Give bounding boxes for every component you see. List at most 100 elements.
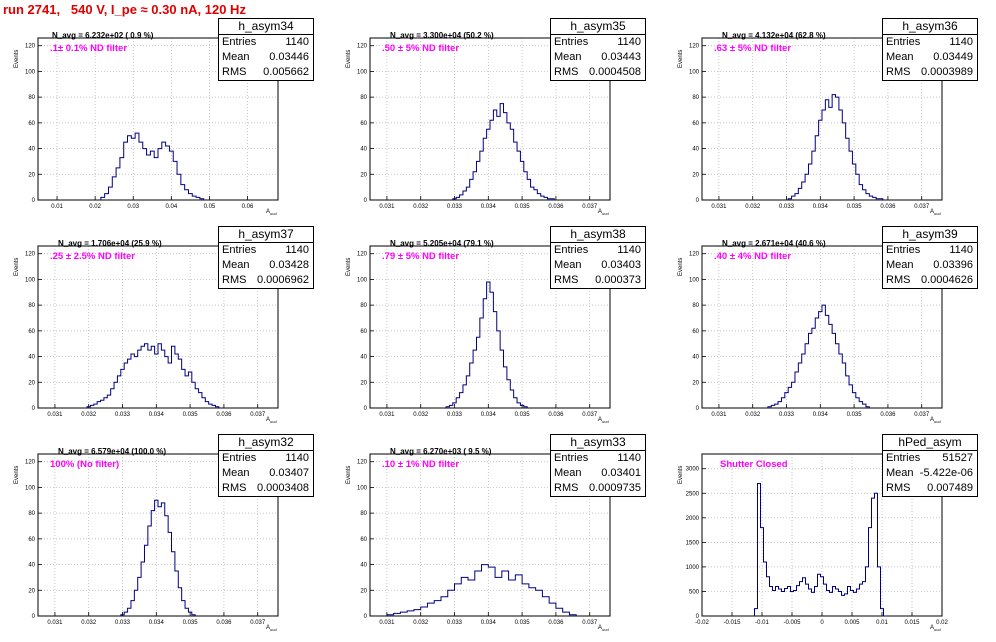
x-axis-label-text: A bbox=[930, 417, 935, 423]
histogram-bin bbox=[758, 483, 761, 616]
histogram-bin bbox=[480, 151, 483, 200]
y-tick-label: 2500 bbox=[686, 491, 700, 497]
y-tick-label: 0 bbox=[696, 198, 700, 204]
histogram-bin bbox=[818, 574, 821, 616]
x-tick-label: 0.036 bbox=[216, 620, 232, 626]
histogram-bin bbox=[151, 511, 154, 616]
y-tick-label: 100 bbox=[25, 277, 36, 283]
histogram-bin bbox=[473, 172, 476, 200]
histogram-bin bbox=[150, 151, 154, 200]
histogram-bin bbox=[141, 346, 144, 408]
stats-box: h_asym39 Entries 1140 Mean 0.03396 RMS 0.00046… bbox=[882, 226, 978, 289]
histogram-name: h_asym38 bbox=[551, 227, 645, 243]
stats-row-rms: RMS 0.0009735 bbox=[551, 481, 645, 496]
stats-box: h_asym34 Entries 1140 Mean 0.03446 RMS 0.00566… bbox=[218, 18, 314, 81]
histogram-bin bbox=[131, 138, 135, 200]
stats-key: Mean bbox=[554, 467, 582, 479]
histogram-bin bbox=[168, 532, 171, 616]
histogram-bin bbox=[788, 199, 791, 200]
histogram-series bbox=[100, 132, 205, 200]
histogram-bin bbox=[764, 562, 767, 616]
histogram-bin bbox=[108, 187, 112, 200]
x-tick-label: 0.033 bbox=[447, 620, 463, 626]
histogram-bin bbox=[824, 584, 827, 616]
histogram-bin bbox=[509, 580, 516, 616]
histogram-bin bbox=[155, 354, 158, 408]
x-tick-label: 0.01 bbox=[51, 204, 63, 210]
stats-key: Mean bbox=[886, 51, 914, 63]
histogram-pad-h_asym35: 0.031 0.032 0.033 0.034 0.035 0.036 0.037 0 20 40… bbox=[332, 18, 664, 226]
histogram-bin bbox=[854, 592, 857, 616]
histogram-bin bbox=[456, 398, 459, 408]
y-tick-label: 100 bbox=[25, 485, 36, 491]
histogram-bin bbox=[832, 95, 835, 200]
stats-key: Entries bbox=[886, 452, 921, 464]
stats-value: 1140 bbox=[285, 36, 309, 48]
y-tick-label: 60 bbox=[360, 121, 367, 127]
stats-key: RMS bbox=[886, 66, 911, 78]
histogram-bin bbox=[863, 404, 866, 408]
plot-frame bbox=[369, 245, 611, 409]
histogram-bin bbox=[460, 195, 463, 200]
filter-label: .10 ± 1% ND filter bbox=[382, 459, 460, 470]
stats-value: 0.0003408 bbox=[257, 482, 309, 494]
x-tick-label: 0.035 bbox=[183, 412, 199, 418]
histogram-name: h_asym39 bbox=[883, 227, 977, 243]
y-tick-label: 80 bbox=[28, 95, 35, 101]
x-tick-label: 0.033 bbox=[115, 620, 131, 626]
x-axis-label-sub: uud bbox=[270, 419, 277, 425]
histogram-bin bbox=[456, 197, 459, 200]
stats-key: RMS bbox=[554, 66, 579, 78]
histogram-bin bbox=[124, 612, 127, 616]
stats-box: h_asym33 Entries 1140 Mean 0.03401 RMS 0.00097… bbox=[550, 434, 646, 497]
plot-frame bbox=[369, 37, 611, 201]
histogram-bin bbox=[836, 97, 839, 200]
histogram-bin bbox=[755, 609, 758, 616]
x-tick-label: 0.02 bbox=[89, 204, 101, 210]
y-tick-label: 60 bbox=[692, 121, 699, 127]
histogram-bin bbox=[805, 344, 808, 408]
x-axis-label-text: A bbox=[930, 209, 935, 215]
plot-frame bbox=[37, 37, 279, 201]
histogram-bin bbox=[131, 601, 134, 616]
histogram-bin bbox=[387, 615, 394, 616]
stats-key: Entries bbox=[554, 452, 589, 464]
histogram-pad-h_asym36: 0.031 0.032 0.033 0.034 0.035 0.036 0.037 0 20 40… bbox=[664, 18, 996, 226]
stats-key: Mean bbox=[222, 467, 250, 479]
histogram-bin bbox=[120, 158, 124, 200]
plot-frame bbox=[37, 453, 279, 617]
y-tick-label: 40 bbox=[692, 355, 699, 361]
y-tick-label: 20 bbox=[692, 172, 699, 178]
histogram-series bbox=[86, 343, 220, 408]
histogram-bin bbox=[515, 575, 522, 616]
histogram-bin bbox=[139, 142, 143, 200]
histogram-bin bbox=[215, 407, 218, 408]
stats-key: Entries bbox=[222, 36, 257, 48]
navg-label: N_avg = 4.132e+04 (62.8 %) bbox=[722, 31, 826, 40]
y-tick-label: 1000 bbox=[686, 565, 700, 571]
stats-key: Mean bbox=[554, 51, 582, 63]
x-axis-label-text: A bbox=[598, 417, 603, 423]
stats-value: 0.0004508 bbox=[589, 66, 641, 78]
y-axis-label: Events bbox=[346, 257, 352, 276]
y-axis-label: Events bbox=[678, 257, 684, 276]
histogram-bin bbox=[188, 194, 192, 200]
histogram-bin bbox=[795, 194, 798, 200]
filter-label: 100% (No filter) bbox=[50, 459, 120, 470]
histogram-bin bbox=[531, 187, 534, 200]
stats-value: 0.005662 bbox=[263, 66, 309, 78]
histogram-bin bbox=[488, 567, 495, 616]
stats-row-mean: Mean 0.03449 bbox=[883, 50, 977, 65]
histogram-bin bbox=[212, 405, 215, 408]
histogram-bin bbox=[502, 571, 509, 616]
x-tick-label: 0.034 bbox=[481, 620, 497, 626]
histogram-bin bbox=[839, 591, 842, 616]
stats-row-mean: Mean 0.03396 bbox=[883, 258, 977, 273]
histogram-bin bbox=[542, 597, 549, 616]
y-tick-label: 80 bbox=[360, 95, 367, 101]
histogram-bin bbox=[794, 590, 797, 616]
x-tick-label: 0.037 bbox=[250, 620, 266, 626]
stats-value: 0.03396 bbox=[933, 259, 973, 271]
y-tick-label: 500 bbox=[689, 589, 700, 595]
x-tick-label: 0.036 bbox=[548, 412, 564, 418]
